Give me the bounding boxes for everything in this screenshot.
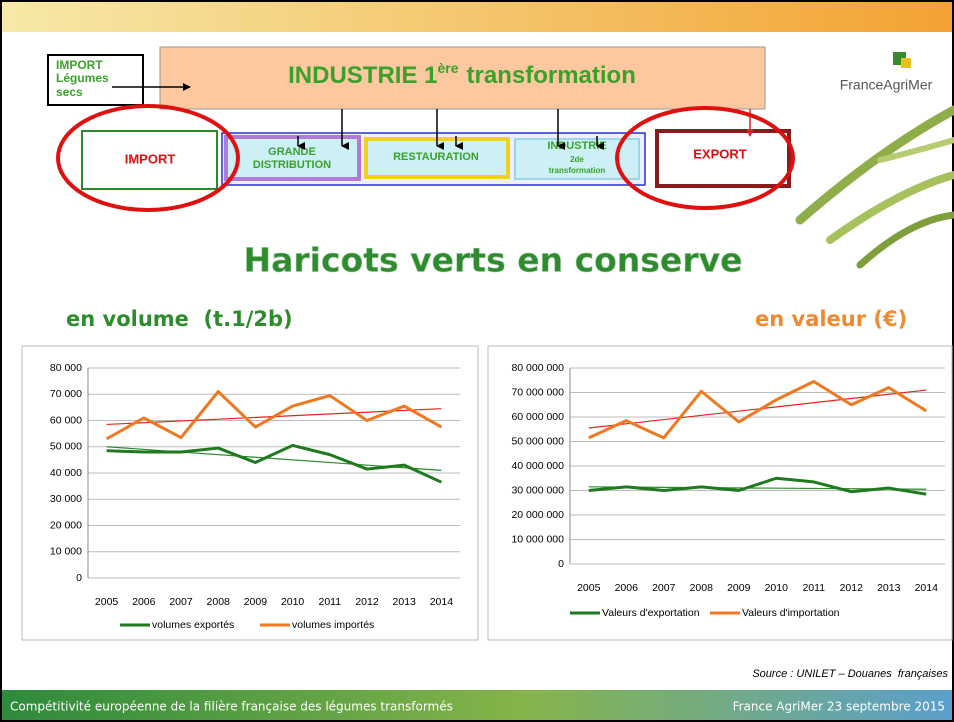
legend-label: volumes importés [292,619,374,631]
industrie2-label: 2de [570,155,584,164]
highlight-ellipse [615,106,795,210]
series-line [106,443,443,484]
series-line [588,379,928,440]
x-tick-label: 2006 [615,582,639,594]
y-tick-label: 0 [558,558,564,570]
grande-distribution-box [224,135,361,181]
y-tick-label: 80 000 000 [511,362,564,374]
series-line [105,390,443,441]
export-label: EXPORT [693,146,747,161]
y-tick-label: 80 000 [50,362,82,374]
export-box [655,129,791,188]
y-tick-label: 10 000 000 [511,533,564,545]
import-secs-box [47,54,144,106]
x-tick-label: 2013 [877,582,901,594]
x-tick-label: 2012 [355,596,379,608]
x-tick-label: 2009 [727,582,751,594]
import-secs-label: Légumes [56,71,109,85]
y-tick-label: 40 000 000 [511,460,564,472]
legend-label: Valeurs d'importation [742,607,840,619]
restauration-label: RESTAURATION [393,151,479,163]
highlight-ellipse [56,104,240,212]
industrie-part: INDUSTRIE 1 [288,62,437,89]
footer-band [0,690,954,722]
y-tick-label: 50 000 000 [511,435,564,447]
y-tick-label: 40 000 [50,467,82,479]
source-note: Source : UNILET – Douanes françaises [752,668,948,680]
x-tick-label: 2011 [802,582,825,594]
slide-title: Haricots verts en conserve [244,241,743,280]
y-tick-label: 20 000 000 [511,509,564,521]
footer-right: France AgriMer 23 septembre 2015 [733,700,945,714]
y-tick-label: 70 000 000 [511,386,564,398]
grande-distribution-label: GRANDE [268,146,316,158]
x-tick-label: 2008 [690,582,714,594]
y-tick-label: 60 000 [50,414,82,426]
industrie-box [159,46,766,110]
y-tick-label: 0 [76,572,82,584]
import-box [81,130,218,190]
y-tick-label: 30 000 [50,493,82,505]
subtitle: en volume (t.1/2b) [66,307,293,331]
industrie-sup: ère [437,60,458,76]
x-tick-label: 2010 [281,596,305,608]
x-tick-label: 2006 [132,596,156,608]
x-tick-label: 2011 [319,596,342,608]
x-tick-label: 2007 [169,596,193,608]
x-tick-label: 2013 [393,596,417,608]
logo-text: FranceAgriMer [840,77,933,93]
y-tick-label: 60 000 000 [511,411,564,423]
x-tick-label: 2012 [840,582,864,594]
logo-mark [901,58,911,68]
x-tick-label: 2014 [430,596,454,608]
x-tick-label: 2005 [95,596,119,608]
x-tick-label: 2008 [207,596,231,608]
beans-image [795,105,954,269]
legend-label: Valeurs d'exportation [602,607,700,619]
x-tick-label: 2009 [244,596,268,608]
chart-frame [21,345,479,641]
x-tick-label: 2007 [652,582,676,594]
import-secs-label: IMPORT [56,58,103,72]
import-label: IMPORT [125,151,176,166]
top-band [0,0,954,32]
footer-left: Compétitivité européenne de la filière f… [10,700,453,714]
y-tick-label: 50 000 [50,441,82,453]
x-tick-label: 2005 [577,582,601,594]
y-tick-label: 10 000 [50,546,82,558]
industrie-label: INDUSTRIE 1ère transformation [288,60,636,90]
series-line [588,476,927,496]
legend-label: volumes exportés [152,619,234,631]
grande-distribution-label: DISTRIBUTION [253,159,331,171]
y-tick-label: 30 000 000 [511,484,564,496]
y-tick-label: 20 000 [50,519,82,531]
y-tick-label: 70 000 [50,388,82,400]
x-tick-label: 2010 [765,582,789,594]
subtitle: en valeur (€) [755,307,907,331]
import-secs-label: secs [56,85,83,99]
industrie-part: transformation [467,62,636,89]
industrie2-label: transformation [549,166,606,175]
arrows [297,109,604,150]
x-tick-label: 2014 [915,582,939,594]
